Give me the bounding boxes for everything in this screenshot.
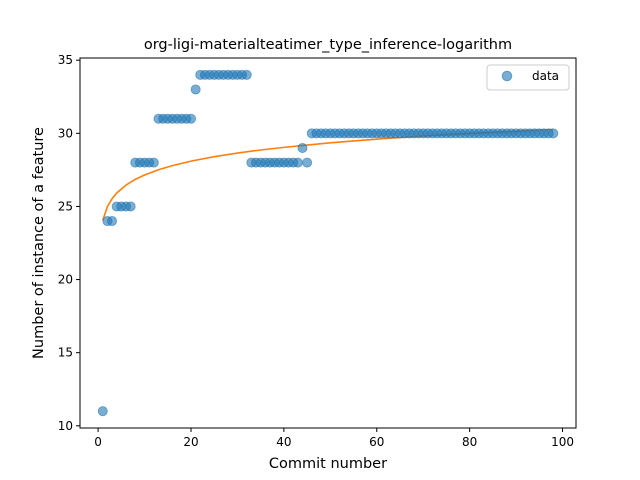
legend: data bbox=[486, 64, 570, 91]
x-tick-label: 80 bbox=[462, 435, 477, 449]
data-point bbox=[548, 128, 559, 139]
y-tick-label: 15 bbox=[58, 346, 73, 360]
plot-area bbox=[80, 58, 576, 428]
legend-label-data: data bbox=[532, 69, 559, 83]
y-tick-label: 25 bbox=[58, 199, 73, 213]
x-tick-label: 60 bbox=[369, 435, 384, 449]
data-point bbox=[107, 216, 118, 227]
data-point bbox=[148, 157, 159, 168]
y-tick-label: 10 bbox=[58, 419, 73, 433]
x-tick-label: 20 bbox=[183, 435, 198, 449]
y-tick-label: 30 bbox=[58, 126, 73, 140]
legend-marker bbox=[501, 70, 513, 82]
data-point bbox=[292, 157, 303, 168]
data-points-layer bbox=[97, 69, 559, 417]
data-point bbox=[241, 69, 252, 80]
chart-title: org-ligi-materialteatimer_type_inference… bbox=[144, 37, 512, 53]
x-axis-label: Commit number bbox=[269, 456, 387, 472]
x-tick-label: 40 bbox=[276, 435, 291, 449]
data-point bbox=[125, 201, 136, 212]
y-tick-label: 20 bbox=[58, 273, 73, 287]
y-axis-label: Number of instance of a feature bbox=[31, 127, 47, 359]
y-axis: 10 15 20 25 30 35 bbox=[58, 53, 80, 433]
data-point bbox=[97, 406, 108, 417]
data-point bbox=[185, 113, 196, 124]
data-point bbox=[302, 157, 313, 168]
y-tick-label: 35 bbox=[58, 53, 73, 67]
data-point bbox=[190, 84, 201, 95]
x-axis: 0 20 40 60 80 100 bbox=[94, 428, 574, 449]
x-tick-label: 0 bbox=[94, 435, 102, 449]
x-tick-label: 100 bbox=[551, 435, 574, 449]
plot-frame bbox=[79, 57, 577, 429]
data-point bbox=[297, 142, 308, 153]
